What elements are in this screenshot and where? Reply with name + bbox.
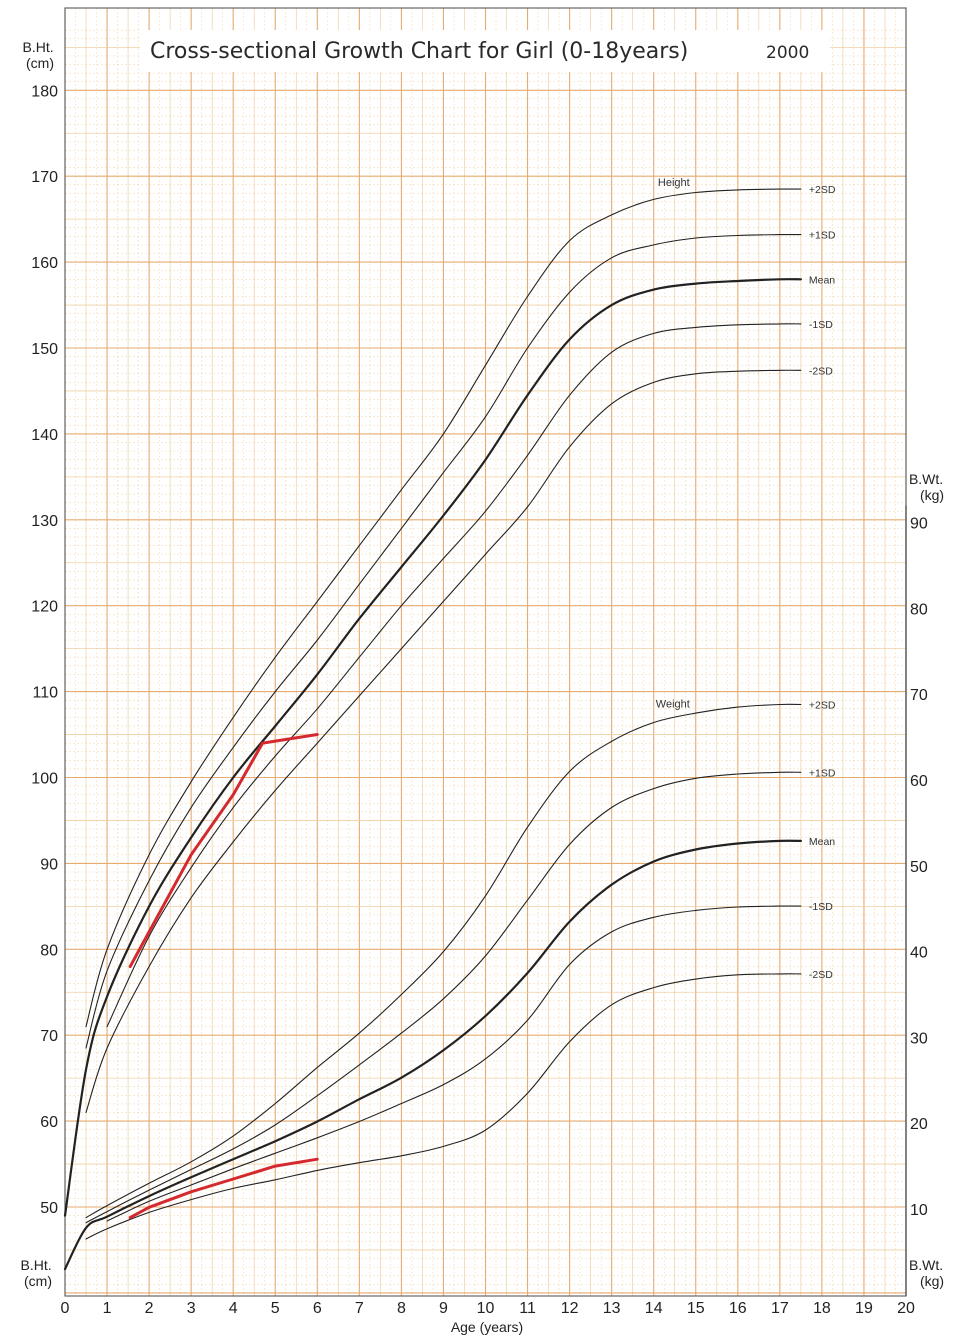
left-axis-tick-label: 170 [31, 169, 58, 186]
plot-frame [64, 7, 907, 1297]
weight-curve-minus1sd [106, 905, 802, 1222]
x-axis-tick-label: 9 [439, 1300, 448, 1317]
chart-title-year: 2000 [766, 43, 809, 63]
right-axis-tick-label: 60 [910, 773, 928, 790]
curve-labels: +2SD +1SD Mean -1SD -2SD +2SD +1SD Mean -1SD -2SD… [656, 177, 836, 981]
left-axis-tick-label: 140 [31, 427, 58, 444]
height-curve-label: +2SD [809, 184, 836, 196]
right-axis-tick-label: 70 [910, 687, 928, 704]
height-curve-minus1sd [106, 323, 802, 1028]
right-axis-tick-label: 50 [910, 859, 928, 876]
height-group-label: Height [658, 177, 690, 189]
patient-weight-line [128, 1157, 319, 1220]
x-axis-tick-label: 6 [313, 1300, 322, 1317]
x-axis-tick-label: 1 [103, 1300, 112, 1317]
right-axis-tick-label: 30 [910, 1030, 928, 1047]
x-axis-tick-label: 17 [771, 1300, 789, 1317]
chart-grid [64, 8, 907, 1296]
right-axis-label-top-line1: B.Wt. [909, 471, 943, 487]
height-curve-label: Mean [809, 274, 835, 286]
height-curve-plus2sd [85, 188, 802, 1028]
title-background [140, 30, 830, 72]
x-axis-tick-label: 3 [187, 1300, 196, 1317]
height-curve-minus2sd [85, 369, 802, 1114]
height-curve-label: +1SD [809, 230, 836, 242]
x-axis-tick-label: 20 [897, 1300, 915, 1317]
weight-curve-label: +1SD [809, 767, 836, 779]
weight-curve-label: Mean [809, 836, 835, 848]
weight-curve-minus2sd [85, 973, 802, 1240]
x-axis-tick-label: 19 [855, 1300, 873, 1317]
left-axis-tick-label: 80 [40, 942, 58, 959]
left-axis-tick-label: 110 [32, 685, 58, 702]
left-axis-label-top-line2: (cm) [26, 55, 54, 71]
weight-curve-plus2sd [85, 703, 802, 1219]
x-axis-tick-label: 8 [397, 1300, 406, 1317]
left-axis-tick-label: 60 [40, 1114, 58, 1131]
x-axis-tick-label: 18 [813, 1300, 831, 1317]
x-axis-tick-label: 0 [61, 1300, 70, 1317]
x-axis-label: Age (years) [451, 1319, 523, 1335]
right-axis-tick-label: 20 [910, 1116, 928, 1133]
height-curve-plus1sd [85, 234, 802, 1049]
left-axis-tick-label: 130 [31, 513, 58, 530]
x-axis-tick-label: 4 [229, 1300, 238, 1317]
x-axis-tick-label: 16 [729, 1300, 747, 1317]
x-axis-tick-label: 14 [645, 1300, 663, 1317]
left-axis-label-bottom-line2: (cm) [24, 1273, 52, 1289]
left-axis-tick-label: 90 [40, 856, 58, 873]
x-axis-tick-label: 13 [603, 1300, 621, 1317]
weight-curve-plus1sd [85, 771, 802, 1224]
x-axis-tick-label: 10 [477, 1300, 495, 1317]
x-axis-tick-label: 2 [145, 1300, 154, 1317]
weight-curve-label: +2SD [809, 699, 836, 711]
height-curve-label: -2SD [809, 365, 833, 377]
weight-curve-label: -2SD [809, 969, 833, 981]
left-axis-tick-label: 180 [31, 83, 58, 100]
left-axis-tick-label: 100 [31, 771, 58, 788]
x-axis-tick-label: 5 [271, 1300, 280, 1317]
right-axis-tick-label: 90 [910, 516, 928, 533]
right-axis-label-bottom: B.Wt. (kg) [909, 1257, 947, 1289]
patient-height-line [128, 733, 319, 968]
tick-labels: 5060708090100110120130140150160170180102… [31, 83, 928, 1317]
left-axis-tick-label: 70 [40, 1028, 58, 1045]
right-axis-label-bottom-line2: (kg) [920, 1273, 944, 1289]
chart-title: Cross-sectional Growth Chart for Girl (0… [150, 39, 688, 64]
right-axis-label-top: B.Wt. (kg) [909, 471, 947, 503]
right-axis-tick-label: 10 [910, 1202, 928, 1219]
right-axis-label-bottom-line1: B.Wt. [909, 1257, 943, 1273]
right-axis-tick-label: 40 [910, 945, 928, 962]
height-curve-label: -1SD [809, 319, 833, 331]
patient-measurements [128, 733, 319, 1220]
left-axis-label-top-line1: B.Ht. [22, 39, 53, 55]
height-curve-mean [63, 278, 802, 1217]
x-axis-tick-label: 15 [687, 1300, 705, 1317]
reference-curves [63, 188, 802, 1271]
left-axis-label-bottom: B.Ht. (cm) [20, 1257, 55, 1289]
weight-group-label: Weight [656, 698, 690, 710]
left-axis-label-bottom-line1: B.Ht. [20, 1257, 51, 1273]
weight-curve-mean [63, 839, 802, 1271]
x-axis-tick-label: 11 [519, 1300, 536, 1317]
left-axis-label-top: B.Ht. (cm) [22, 39, 57, 71]
left-axis-tick-label: 120 [31, 599, 58, 616]
left-axis-tick-label: 160 [31, 255, 58, 272]
left-axis-tick-label: 150 [31, 341, 58, 358]
right-axis-tick-label: 80 [910, 601, 928, 618]
x-axis-tick-label: 12 [561, 1300, 579, 1317]
left-axis-tick-label: 50 [40, 1200, 58, 1217]
right-axis-label-top-line2: (kg) [920, 487, 944, 503]
x-axis-tick-label: 7 [355, 1300, 364, 1317]
weight-curve-label: -1SD [809, 901, 833, 913]
